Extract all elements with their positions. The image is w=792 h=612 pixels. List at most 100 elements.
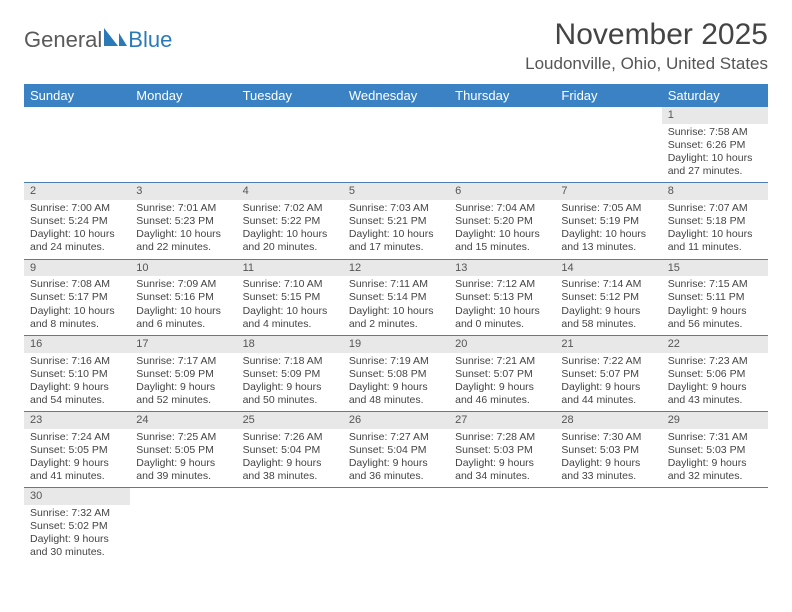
calendar-cell: 18Sunrise: 7:18 AMSunset: 5:09 PMDayligh… (237, 335, 343, 411)
daylight-line: Daylight: 9 hours and 34 minutes. (455, 457, 549, 483)
sunrise-line: Sunrise: 7:03 AM (349, 202, 443, 215)
daylight-line: Daylight: 10 hours and 17 minutes. (349, 228, 443, 254)
sunrise-line: Sunrise: 7:30 AM (561, 431, 655, 444)
sunrise-line: Sunrise: 7:10 AM (243, 278, 337, 291)
sunset-line: Sunset: 5:03 PM (561, 444, 655, 457)
sunset-line: Sunset: 5:14 PM (349, 291, 443, 304)
daylight-line: Daylight: 10 hours and 24 minutes. (30, 228, 124, 254)
day-number: 14 (555, 260, 661, 277)
day-number: 24 (130, 412, 236, 429)
day-number: 25 (237, 412, 343, 429)
day-number: 16 (24, 336, 130, 353)
sunset-line: Sunset: 5:04 PM (243, 444, 337, 457)
daylight-line: Daylight: 9 hours and 32 minutes. (668, 457, 762, 483)
weekday-header: Tuesday (237, 84, 343, 107)
weekday-header: Thursday (449, 84, 555, 107)
day-content: Sunrise: 7:58 AMSunset: 6:26 PMDaylight:… (662, 124, 768, 183)
sunset-line: Sunset: 5:13 PM (455, 291, 549, 304)
day-number: 23 (24, 412, 130, 429)
day-number: 17 (130, 336, 236, 353)
day-number: 21 (555, 336, 661, 353)
day-number: 26 (343, 412, 449, 429)
sunrise-line: Sunrise: 7:09 AM (136, 278, 230, 291)
sunrise-line: Sunrise: 7:32 AM (30, 507, 124, 520)
calendar-cell: 6Sunrise: 7:04 AMSunset: 5:20 PMDaylight… (449, 183, 555, 259)
sunset-line: Sunset: 5:22 PM (243, 215, 337, 228)
day-number: 29 (662, 412, 768, 429)
daylight-line: Daylight: 9 hours and 50 minutes. (243, 381, 337, 407)
sunrise-line: Sunrise: 7:21 AM (455, 355, 549, 368)
sunset-line: Sunset: 5:19 PM (561, 215, 655, 228)
day-content: Sunrise: 7:02 AMSunset: 5:22 PMDaylight:… (237, 200, 343, 259)
sunrise-line: Sunrise: 7:18 AM (243, 355, 337, 368)
sunset-line: Sunset: 5:07 PM (561, 368, 655, 381)
day-content: Sunrise: 7:05 AMSunset: 5:19 PMDaylight:… (555, 200, 661, 259)
weekday-header: Saturday (662, 84, 768, 107)
calendar-cell: 17Sunrise: 7:17 AMSunset: 5:09 PMDayligh… (130, 335, 236, 411)
sunrise-line: Sunrise: 7:07 AM (668, 202, 762, 215)
sunset-line: Sunset: 5:11 PM (668, 291, 762, 304)
daylight-line: Daylight: 10 hours and 20 minutes. (243, 228, 337, 254)
location: Loudonville, Ohio, United States (525, 54, 768, 74)
day-content: Sunrise: 7:32 AMSunset: 5:02 PMDaylight:… (24, 505, 130, 564)
day-number: 3 (130, 183, 236, 200)
day-content: Sunrise: 7:04 AMSunset: 5:20 PMDaylight:… (449, 200, 555, 259)
title-block: November 2025 Loudonville, Ohio, United … (525, 18, 768, 74)
day-number: 6 (449, 183, 555, 200)
calendar-cell: 9Sunrise: 7:08 AMSunset: 5:17 PMDaylight… (24, 259, 130, 335)
day-number: 12 (343, 260, 449, 277)
daylight-line: Daylight: 10 hours and 11 minutes. (668, 228, 762, 254)
daylight-line: Daylight: 9 hours and 43 minutes. (668, 381, 762, 407)
calendar-cell: 7Sunrise: 7:05 AMSunset: 5:19 PMDaylight… (555, 183, 661, 259)
sunset-line: Sunset: 5:15 PM (243, 291, 337, 304)
sunrise-line: Sunrise: 7:01 AM (136, 202, 230, 215)
sunrise-line: Sunrise: 7:11 AM (349, 278, 443, 291)
daylight-line: Daylight: 9 hours and 41 minutes. (30, 457, 124, 483)
calendar-body: 1Sunrise: 7:58 AMSunset: 6:26 PMDaylight… (24, 107, 768, 564)
calendar-cell (449, 488, 555, 564)
daylight-line: Daylight: 10 hours and 0 minutes. (455, 305, 549, 331)
weekday-header: Friday (555, 84, 661, 107)
calendar-cell: 13Sunrise: 7:12 AMSunset: 5:13 PMDayligh… (449, 259, 555, 335)
sunset-line: Sunset: 5:24 PM (30, 215, 124, 228)
daylight-line: Daylight: 9 hours and 58 minutes. (561, 305, 655, 331)
sunrise-line: Sunrise: 7:17 AM (136, 355, 230, 368)
sunrise-line: Sunrise: 7:22 AM (561, 355, 655, 368)
day-content: Sunrise: 7:31 AMSunset: 5:03 PMDaylight:… (662, 429, 768, 488)
calendar-cell: 29Sunrise: 7:31 AMSunset: 5:03 PMDayligh… (662, 412, 768, 488)
sunset-line: Sunset: 6:26 PM (668, 139, 762, 152)
daylight-line: Daylight: 9 hours and 39 minutes. (136, 457, 230, 483)
day-content: Sunrise: 7:22 AMSunset: 5:07 PMDaylight:… (555, 353, 661, 412)
sunset-line: Sunset: 5:23 PM (136, 215, 230, 228)
day-number: 19 (343, 336, 449, 353)
weekday-header: Wednesday (343, 84, 449, 107)
daylight-line: Daylight: 10 hours and 22 minutes. (136, 228, 230, 254)
day-content: Sunrise: 7:23 AMSunset: 5:06 PMDaylight:… (662, 353, 768, 412)
calendar-cell: 19Sunrise: 7:19 AMSunset: 5:08 PMDayligh… (343, 335, 449, 411)
day-content: Sunrise: 7:25 AMSunset: 5:05 PMDaylight:… (130, 429, 236, 488)
sunset-line: Sunset: 5:07 PM (455, 368, 549, 381)
sunset-line: Sunset: 5:12 PM (561, 291, 655, 304)
daylight-line: Daylight: 10 hours and 2 minutes. (349, 305, 443, 331)
day-content: Sunrise: 7:01 AMSunset: 5:23 PMDaylight:… (130, 200, 236, 259)
calendar-cell (237, 107, 343, 183)
day-number: 28 (555, 412, 661, 429)
day-number: 7 (555, 183, 661, 200)
day-number: 5 (343, 183, 449, 200)
sunset-line: Sunset: 5:17 PM (30, 291, 124, 304)
calendar-cell: 23Sunrise: 7:24 AMSunset: 5:05 PMDayligh… (24, 412, 130, 488)
sunset-line: Sunset: 5:05 PM (30, 444, 124, 457)
day-content: Sunrise: 7:08 AMSunset: 5:17 PMDaylight:… (24, 276, 130, 335)
calendar-cell: 28Sunrise: 7:30 AMSunset: 5:03 PMDayligh… (555, 412, 661, 488)
sunset-line: Sunset: 5:20 PM (455, 215, 549, 228)
calendar-week-row: 2Sunrise: 7:00 AMSunset: 5:24 PMDaylight… (24, 183, 768, 259)
day-content: Sunrise: 7:12 AMSunset: 5:13 PMDaylight:… (449, 276, 555, 335)
day-number: 2 (24, 183, 130, 200)
sunset-line: Sunset: 5:18 PM (668, 215, 762, 228)
calendar-cell: 25Sunrise: 7:26 AMSunset: 5:04 PMDayligh… (237, 412, 343, 488)
calendar-cell: 15Sunrise: 7:15 AMSunset: 5:11 PMDayligh… (662, 259, 768, 335)
sunset-line: Sunset: 5:04 PM (349, 444, 443, 457)
calendar-cell (130, 107, 236, 183)
daylight-line: Daylight: 9 hours and 44 minutes. (561, 381, 655, 407)
calendar-cell: 10Sunrise: 7:09 AMSunset: 5:16 PMDayligh… (130, 259, 236, 335)
